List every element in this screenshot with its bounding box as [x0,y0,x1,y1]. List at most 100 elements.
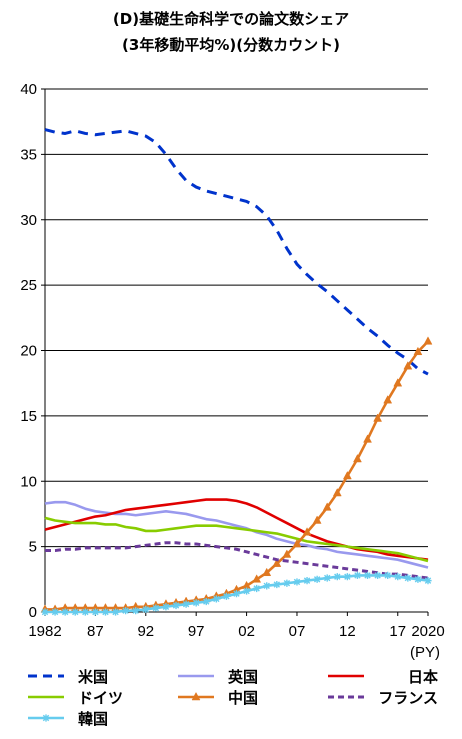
data-point-4-37 [413,346,423,356]
data-point-6-17 [212,595,220,603]
y-tick-label: 30 [20,212,37,229]
data-point-6-8 [122,607,130,615]
x-tick-label: 12 [339,623,356,640]
legend-label: フランス [378,689,438,707]
data-point-4-33 [373,413,383,422]
legend-item-0: 米国 [28,668,108,686]
series-6 [41,571,432,616]
data-point-6-18 [222,592,231,600]
data-point-6-7 [111,608,120,616]
data-point-6-6 [101,608,110,616]
data-point-6-19 [232,590,241,598]
legend-label: ドイツ [78,689,123,707]
data-point-4-38 [423,336,433,345]
data-point-4-32 [363,434,372,443]
data-point-6-28 [323,574,331,582]
y-tick-label: 25 [20,277,37,294]
legend-label: 中国 [228,689,258,707]
data-point-6-16 [202,597,210,606]
x-tick-label: 17 [389,623,406,640]
data-point-6-20 [242,587,251,595]
data-point-6-9 [132,607,140,615]
data-point-4-27 [312,515,322,524]
series-line-1 [44,500,429,569]
legend-item-1: 英国 [178,668,258,686]
chart-subtitle: (3年移動平均%)(分数カウント) [122,36,340,54]
data-point-6-31 [353,571,362,579]
legend-marker [42,714,50,722]
data-point-6-3 [71,608,79,616]
data-point-6-22 [263,582,271,590]
series-line-5 [45,541,429,580]
data-point-6-29 [333,573,341,581]
data-point-6-2 [61,608,69,616]
data-point-6-25 [293,578,301,586]
x-tick-label: 97 [188,623,205,640]
x-axis-label: (PY) [410,644,440,661]
data-point-4-23 [272,558,282,567]
series-line-0 [44,128,429,376]
data-point-6-34 [384,571,392,579]
data-point-4-29 [332,487,342,497]
data-point-6-13 [172,601,180,610]
data-point-6-30 [343,573,351,581]
data-point-6-1 [51,608,59,616]
data-point-6-12 [162,603,170,611]
data-point-4-26 [302,527,312,536]
data-point-6-21 [253,584,261,593]
x-tick-label: 02 [238,623,255,640]
x-tick-label: 87 [87,623,104,640]
series-1 [44,500,429,569]
data-point-6-4 [81,608,89,616]
x-axis-ticks: 1982 87 92 97 02 07 12 17 2020 [28,612,445,640]
series-line-3 [44,516,429,563]
legend-item-2: 日本 [328,668,438,686]
chart-title: (D)基礎生命科学での論文数シェア [113,10,349,28]
y-tick-label: 40 [20,81,37,98]
series-3 [44,516,429,563]
data-point-6-0 [41,608,49,616]
legend-label: 英国 [228,668,258,686]
data-point-4-34 [383,395,393,404]
data-point-6-32 [363,571,372,579]
x-tick-label: 2020 [411,623,444,640]
data-point-6-35 [394,573,402,581]
data-point-6-26 [303,577,311,585]
data-point-6-33 [374,571,382,579]
y-tick-label: 0 [29,604,37,621]
data-point-4-31 [353,453,362,463]
x-tick-label: 1982 [28,623,61,640]
gridlines [44,88,428,613]
series-0 [44,128,429,376]
legend-label: 韓国 [78,710,108,728]
data-point-6-24 [283,579,291,587]
legend-item-6: 韓国 [28,710,108,728]
legend-label: 日本 [408,668,438,686]
x-tick-label: 92 [137,623,154,640]
data-point-4-36 [403,361,413,370]
data-point-4-30 [342,470,352,480]
data-point-6-5 [91,608,99,616]
data-point-4-28 [322,502,332,511]
y-tick-label: 35 [20,146,37,163]
legend-item-4: 中国 [178,689,258,707]
data-point-6-14 [182,600,190,608]
legend-item-5: フランス [328,689,438,707]
legend-item-3: ドイツ [28,689,123,707]
data-point-4-21 [252,574,262,583]
x-tick-label: 07 [289,623,306,640]
legend-marker [191,691,201,701]
y-tick-label: 20 [20,343,37,360]
data-point-6-10 [142,605,150,613]
y-tick-label: 15 [20,408,37,425]
data-point-6-11 [152,604,160,612]
data-point-4-35 [393,378,403,387]
data-point-6-38 [424,577,432,585]
data-point-4-25 [292,538,302,548]
series-line-4 [45,340,429,611]
y-tick-label: 10 [20,473,37,490]
y-tick-label: 5 [29,539,37,556]
data-point-4-24 [282,549,292,558]
